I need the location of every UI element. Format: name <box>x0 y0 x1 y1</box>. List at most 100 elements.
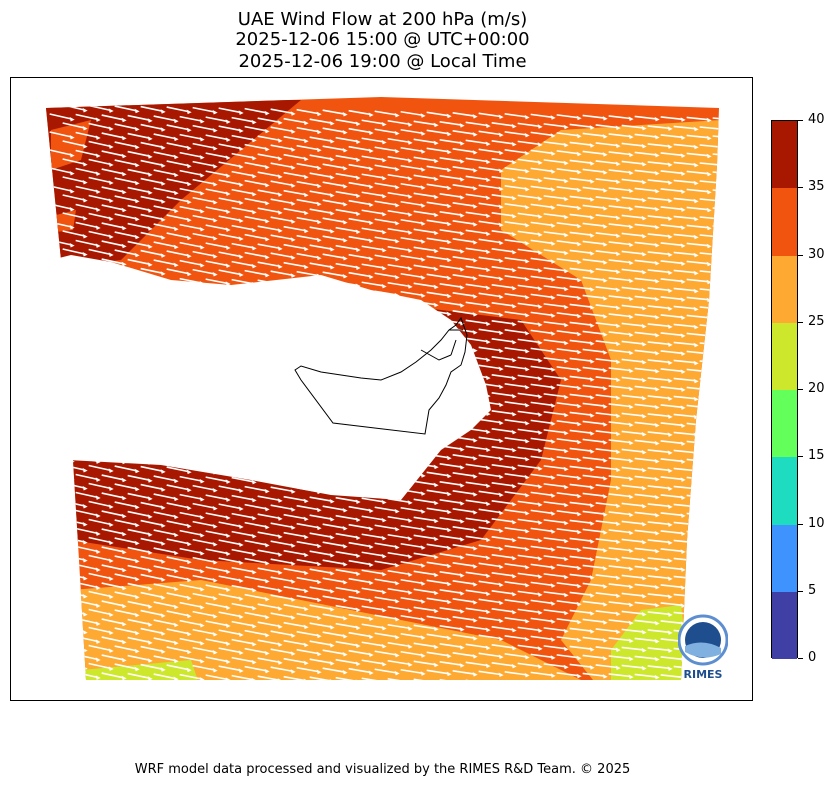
wind-arrow-head <box>589 179 595 184</box>
colorbar <box>771 120 798 659</box>
wind-arrow <box>283 117 306 124</box>
wind-arrow <box>621 430 644 435</box>
wind-arrow <box>374 218 397 224</box>
wind-arrow <box>492 681 514 684</box>
wind-arrow-head <box>680 459 686 464</box>
wind-arrow-head <box>82 216 88 221</box>
wind-arrow <box>647 269 670 274</box>
wind-arrow <box>517 284 540 290</box>
wind-arrow <box>465 265 488 271</box>
wind-arrow-head <box>238 524 244 529</box>
wind-arrow <box>244 125 267 132</box>
wind-arrow <box>348 127 371 134</box>
wind-arrow <box>205 116 228 123</box>
wind-arrow <box>647 593 670 598</box>
wind-arrow <box>257 117 280 124</box>
wind-arrow <box>739 605 752 607</box>
wind-arrow-head <box>368 670 374 675</box>
wind-arrow <box>712 225 719 229</box>
wind-arrow-head <box>524 636 530 642</box>
wind-arrow <box>582 564 605 569</box>
wind-arrow-head <box>433 662 439 668</box>
wind-arrow <box>699 414 719 418</box>
wind-arrow-head <box>654 404 660 410</box>
wind-arrow-head <box>720 199 725 204</box>
wind-arrow-head <box>485 609 491 614</box>
wind-arrow <box>348 613 371 620</box>
wind-arrow <box>283 135 306 142</box>
wind-arrow <box>569 339 592 344</box>
wind-arrow-head <box>277 246 283 251</box>
wind-arrow-head <box>589 395 595 400</box>
wind-arrow-head <box>433 590 439 596</box>
wind-arrow-head <box>459 483 465 488</box>
wind-arrow <box>192 178 215 185</box>
wind-arrow <box>530 509 553 515</box>
wind-arrow-head <box>589 503 595 508</box>
wind-arrow <box>647 431 670 436</box>
wind-arrow <box>426 633 449 639</box>
wind-arrow <box>387 533 410 540</box>
wind-arrow-head <box>550 529 556 534</box>
wind-arrow-head <box>394 526 400 532</box>
wind-arrow <box>647 611 670 616</box>
wind-arrow <box>166 574 189 581</box>
wind-arrow-head <box>199 623 205 628</box>
colorbar-tick-label: 30 <box>808 246 825 262</box>
wind-arrow-head <box>680 369 686 374</box>
colorbar-segment <box>772 188 797 256</box>
wind-arrow <box>153 115 176 122</box>
wind-arrow-head <box>329 571 335 576</box>
wind-arrow <box>413 192 436 198</box>
wind-arrow-head <box>264 182 270 188</box>
wind-arrow <box>257 621 280 628</box>
wind-arrow <box>530 653 553 659</box>
wind-arrow <box>621 466 644 471</box>
wind-arrow <box>621 304 644 309</box>
wind-arrow-head <box>589 215 595 220</box>
wind-arrow-head <box>485 519 491 524</box>
wind-arrow-head <box>355 643 361 648</box>
wind-arrow <box>270 612 293 619</box>
wind-arrow-head <box>654 206 660 212</box>
wind-arrow-head <box>381 193 387 199</box>
wind-arrow <box>595 214 618 219</box>
wind-arrow-head <box>563 484 569 490</box>
wind-arrow-head <box>615 521 621 527</box>
wind-arrow <box>660 332 683 337</box>
wind-arrow <box>517 410 540 416</box>
wind-arrow <box>75 167 98 175</box>
wind-arrow-head <box>459 123 465 128</box>
wind-arrow-head <box>667 522 673 527</box>
wind-arrow <box>608 529 631 534</box>
wind-arrow-head <box>407 536 413 541</box>
wind-arrow <box>739 155 752 157</box>
wind-arrow <box>556 222 579 227</box>
wind-arrow-head <box>160 235 166 240</box>
wind-arrow-head <box>134 180 140 186</box>
wind-arrow <box>634 619 657 624</box>
wind-arrow-head <box>108 594 114 599</box>
wind-arrow <box>283 171 306 178</box>
wind-arrow <box>712 171 719 175</box>
wind-arrow <box>335 262 358 269</box>
wind-arrow <box>62 140 85 147</box>
wind-arrow-head <box>563 214 569 220</box>
wind-arrow <box>543 303 566 308</box>
wind-arrow <box>595 538 618 543</box>
wind-arrow-head <box>446 275 452 281</box>
wind-arrow <box>296 252 319 259</box>
wind-arrow-head <box>512 682 517 687</box>
wind-arrow-head <box>550 493 556 498</box>
wind-arrow-head <box>563 142 569 148</box>
wind-arrow <box>686 332 709 337</box>
wind-arrow <box>75 113 98 121</box>
wind-arrow <box>530 221 553 227</box>
wind-arrow-head <box>186 253 192 259</box>
wind-arrow <box>465 499 488 505</box>
wind-arrow <box>387 551 410 558</box>
wind-arrow-head <box>290 633 296 638</box>
wind-arrow-head <box>368 526 374 531</box>
wind-arrow-head <box>693 504 699 510</box>
wind-arrow <box>114 159 137 166</box>
